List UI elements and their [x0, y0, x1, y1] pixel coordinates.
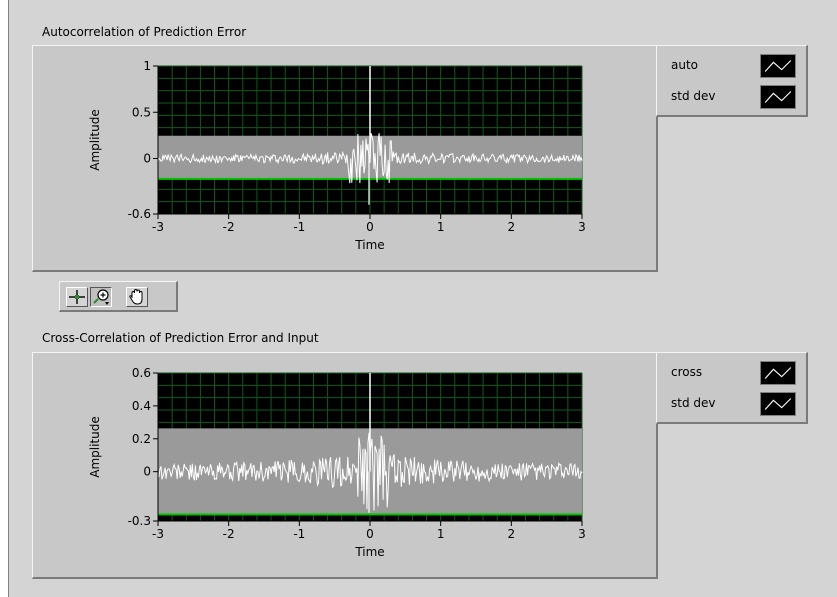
x-tick-label: -3	[152, 220, 164, 234]
y-tick-label: 1	[143, 59, 151, 73]
x-tick-label: -1	[293, 527, 305, 541]
autocorrelation-plot[interactable]: 1 0.5 0 -0.6-3 -2 -1 0 1 2 3 Time Amplitude	[33, 46, 657, 270]
pan-hand-icon	[129, 288, 143, 305]
legend-label-std-dev: std dev	[671, 396, 716, 410]
zoom-icon	[93, 289, 109, 305]
line-style-icon[interactable]	[760, 392, 796, 416]
x-tick-label: 3	[578, 527, 586, 541]
cross-correlation-graph-title: Cross-Correlation of Prediction Error an…	[42, 331, 319, 345]
y-tick-label: 0.5	[132, 105, 151, 119]
x-axis-label: Time	[354, 545, 384, 559]
legend-label-cross: cross	[671, 365, 703, 379]
legend-item-cross[interactable]: cross	[657, 361, 806, 387]
x-tick-label: 0	[366, 527, 374, 541]
cross-correlation-graph[interactable]: 0.6 0.4 0.2 0 -0.3 -3 -2 -1 0 1 2 3 Time Amplitude	[32, 352, 658, 579]
graph-palette-toolbar	[59, 281, 178, 312]
y-tick-label: -0.3	[128, 514, 151, 528]
y-tick-label: 0.6	[132, 366, 151, 380]
autocorrelation-graph-title: Autocorrelation of Prediction Error	[42, 25, 247, 39]
x-tick-label: -2	[223, 220, 235, 234]
y-tick-label: -0.6	[128, 207, 151, 221]
cross-correlation-legend[interactable]: cross std dev	[656, 352, 808, 424]
y-tick-label: 0.4	[132, 399, 151, 413]
legend-label-std-dev: std dev	[671, 89, 716, 103]
x-axis-label: Time	[354, 238, 384, 252]
x-tick-label: 1	[437, 220, 445, 234]
legend-item-std-dev[interactable]: std dev	[657, 392, 806, 418]
x-tick-label: -2	[223, 527, 235, 541]
x-tick-label: -3	[152, 527, 164, 541]
cursor-tool-button[interactable]	[66, 287, 88, 307]
line-style-icon[interactable]	[760, 361, 796, 385]
line-style-icon[interactable]	[760, 54, 796, 78]
x-tick-label: 2	[508, 220, 516, 234]
cross-correlation-plot[interactable]: 0.6 0.4 0.2 0 -0.3-3 -2 -1 0 1 2 3 Time Amplitude	[33, 353, 657, 577]
line-style-icon[interactable]	[760, 85, 796, 109]
legend-item-std-dev[interactable]: std dev	[657, 85, 806, 111]
y-tick-label: 0	[143, 465, 151, 479]
x-tick-label: 1	[437, 527, 445, 541]
autocorrelation-graph[interactable]: 1 0.5 0 -0.6 -3 -2 -1 0 1 2 3 Time Amplitude	[32, 45, 658, 272]
zoom-tool-button[interactable]	[90, 287, 112, 307]
y-tick-label: 0.2	[132, 432, 151, 446]
x-tick-label: 3	[578, 220, 586, 234]
y-tick-label: 0	[143, 152, 151, 166]
legend-label-auto: auto	[671, 58, 699, 72]
cursor-crosshair-icon	[69, 290, 85, 304]
autocorrelation-legend[interactable]: auto std dev	[656, 45, 808, 117]
correlation-trace	[157, 133, 583, 184]
pan-tool-button[interactable]	[126, 287, 148, 307]
y-axis-label: Amplitude	[88, 416, 102, 478]
front-panel: Autocorrelation of Prediction Error 1 0.5…	[8, 0, 837, 597]
x-tick-label: 2	[508, 527, 516, 541]
x-tick-label: -1	[293, 220, 305, 234]
x-tick-label: 0	[366, 220, 374, 234]
legend-item-auto[interactable]: auto	[657, 54, 806, 80]
y-axis-label: Amplitude	[88, 109, 102, 171]
